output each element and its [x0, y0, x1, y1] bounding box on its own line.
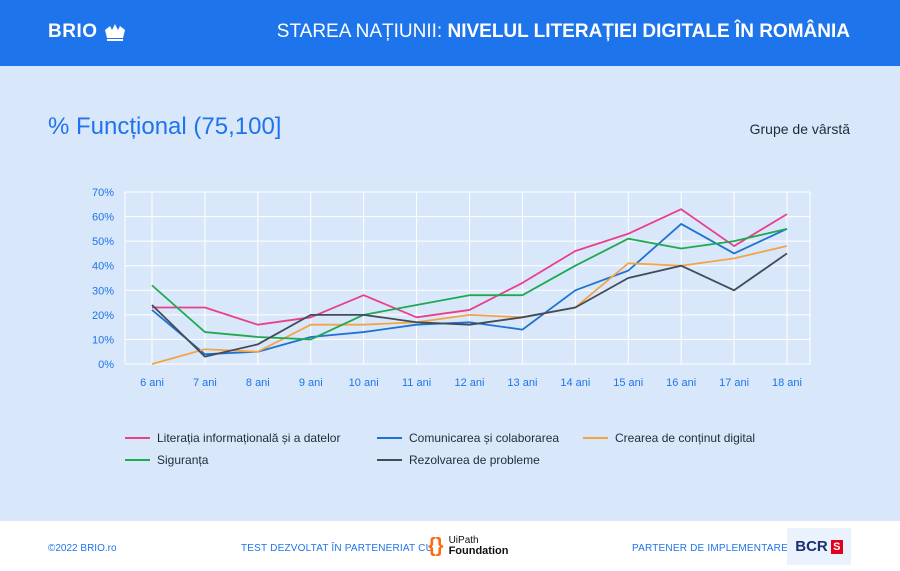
brio-logo[interactable]: BRIO: [48, 21, 127, 43]
x-tick-label: 9 ani: [299, 377, 323, 389]
page-title: % Funcțional (75,100]: [48, 113, 282, 140]
legend-label: Comunicarea și colaborarea: [409, 431, 559, 445]
header-title-light: STAREA NAȚIUNII:: [276, 21, 448, 42]
series-line-4: [151, 227, 788, 341]
x-tick-label: 13 ani: [507, 377, 537, 389]
series-line-1: [152, 208, 788, 326]
header-title-bold: NIVELUL LITERAȚIEI DIGITALE ÎN ROMÂNIA: [447, 21, 850, 42]
x-tick-label: 7 ani: [193, 377, 217, 389]
footer-implementation-text: PARTENER DE IMPLEMENTARE: [632, 543, 788, 554]
y-tick-label: 50%: [92, 236, 114, 248]
series-line-5: [151, 252, 788, 358]
x-tick-label: 11 ani: [402, 377, 431, 389]
x-tick-label: 18 ani: [772, 377, 802, 389]
y-tick-label: 20%: [92, 310, 114, 322]
uipath-foundation-logo[interactable]: {} UiPath Foundation: [428, 535, 509, 557]
x-tick-label: 15 ani: [613, 377, 643, 389]
x-tick-label: 17 ani: [719, 377, 749, 389]
x-tick-label: 10 ani: [349, 377, 379, 389]
y-tick-label: 30%: [92, 285, 114, 297]
legend-label: Crearea de conținut digital: [615, 431, 755, 445]
header-title: STAREA NAȚIUNII: NIVELUL LITERAȚIEI DIGI…: [277, 21, 850, 43]
footer-partnership-text: TEST DEZVOLTAT ÎN PARTENERIAT CU: [241, 543, 433, 554]
line-chart: 0% 10% 20% 30% 40% 50% 60% 70% 6 ani 7 ani 8 ani 9…: [92, 187, 811, 467]
footer-copyright: ©2022 BRIO.ro: [48, 543, 117, 554]
legend-label: Siguranța: [157, 453, 209, 467]
logo-text: BRIO: [48, 21, 98, 42]
x-tick-label: 12 ani: [455, 377, 485, 389]
crown-icon: [104, 24, 125, 41]
bcr-s-icon: S: [830, 539, 843, 554]
y-tick-label: 60%: [92, 212, 114, 224]
chart-panel: [0, 66, 900, 520]
uipath-line1: UiPath: [448, 535, 479, 546]
y-tick-label: 70%: [92, 187, 114, 199]
y-tick-label: 10%: [92, 334, 114, 346]
legend-label: Rezolvarea de probleme: [409, 453, 540, 467]
uipath-line2: Foundation: [448, 545, 509, 557]
x-tick-label: 8 ani: [246, 377, 270, 389]
uipath-brace-icon: {}: [428, 535, 444, 557]
x-tick-label: 14 ani: [560, 377, 590, 389]
x-tick-label: 16 ani: [666, 377, 696, 389]
y-tick-label: 40%: [92, 261, 114, 273]
legend-label: Literația informațională și a datelor: [157, 431, 340, 445]
chart-subtitle: Grupe de vârstă: [749, 121, 850, 137]
bcr-logo[interactable]: BCR S: [787, 528, 851, 565]
footer: ©2022 BRIO.ro TEST DEZVOLTAT ÎN PARTENER…: [0, 521, 900, 571]
x-tick-label: 6 ani: [140, 377, 164, 389]
y-tick-label: 0%: [98, 359, 114, 371]
header-bar: BRIO STAREA NAȚIUNII: NIVELUL LITERAȚIEI…: [0, 0, 900, 66]
bcr-text: BCR: [795, 538, 828, 555]
